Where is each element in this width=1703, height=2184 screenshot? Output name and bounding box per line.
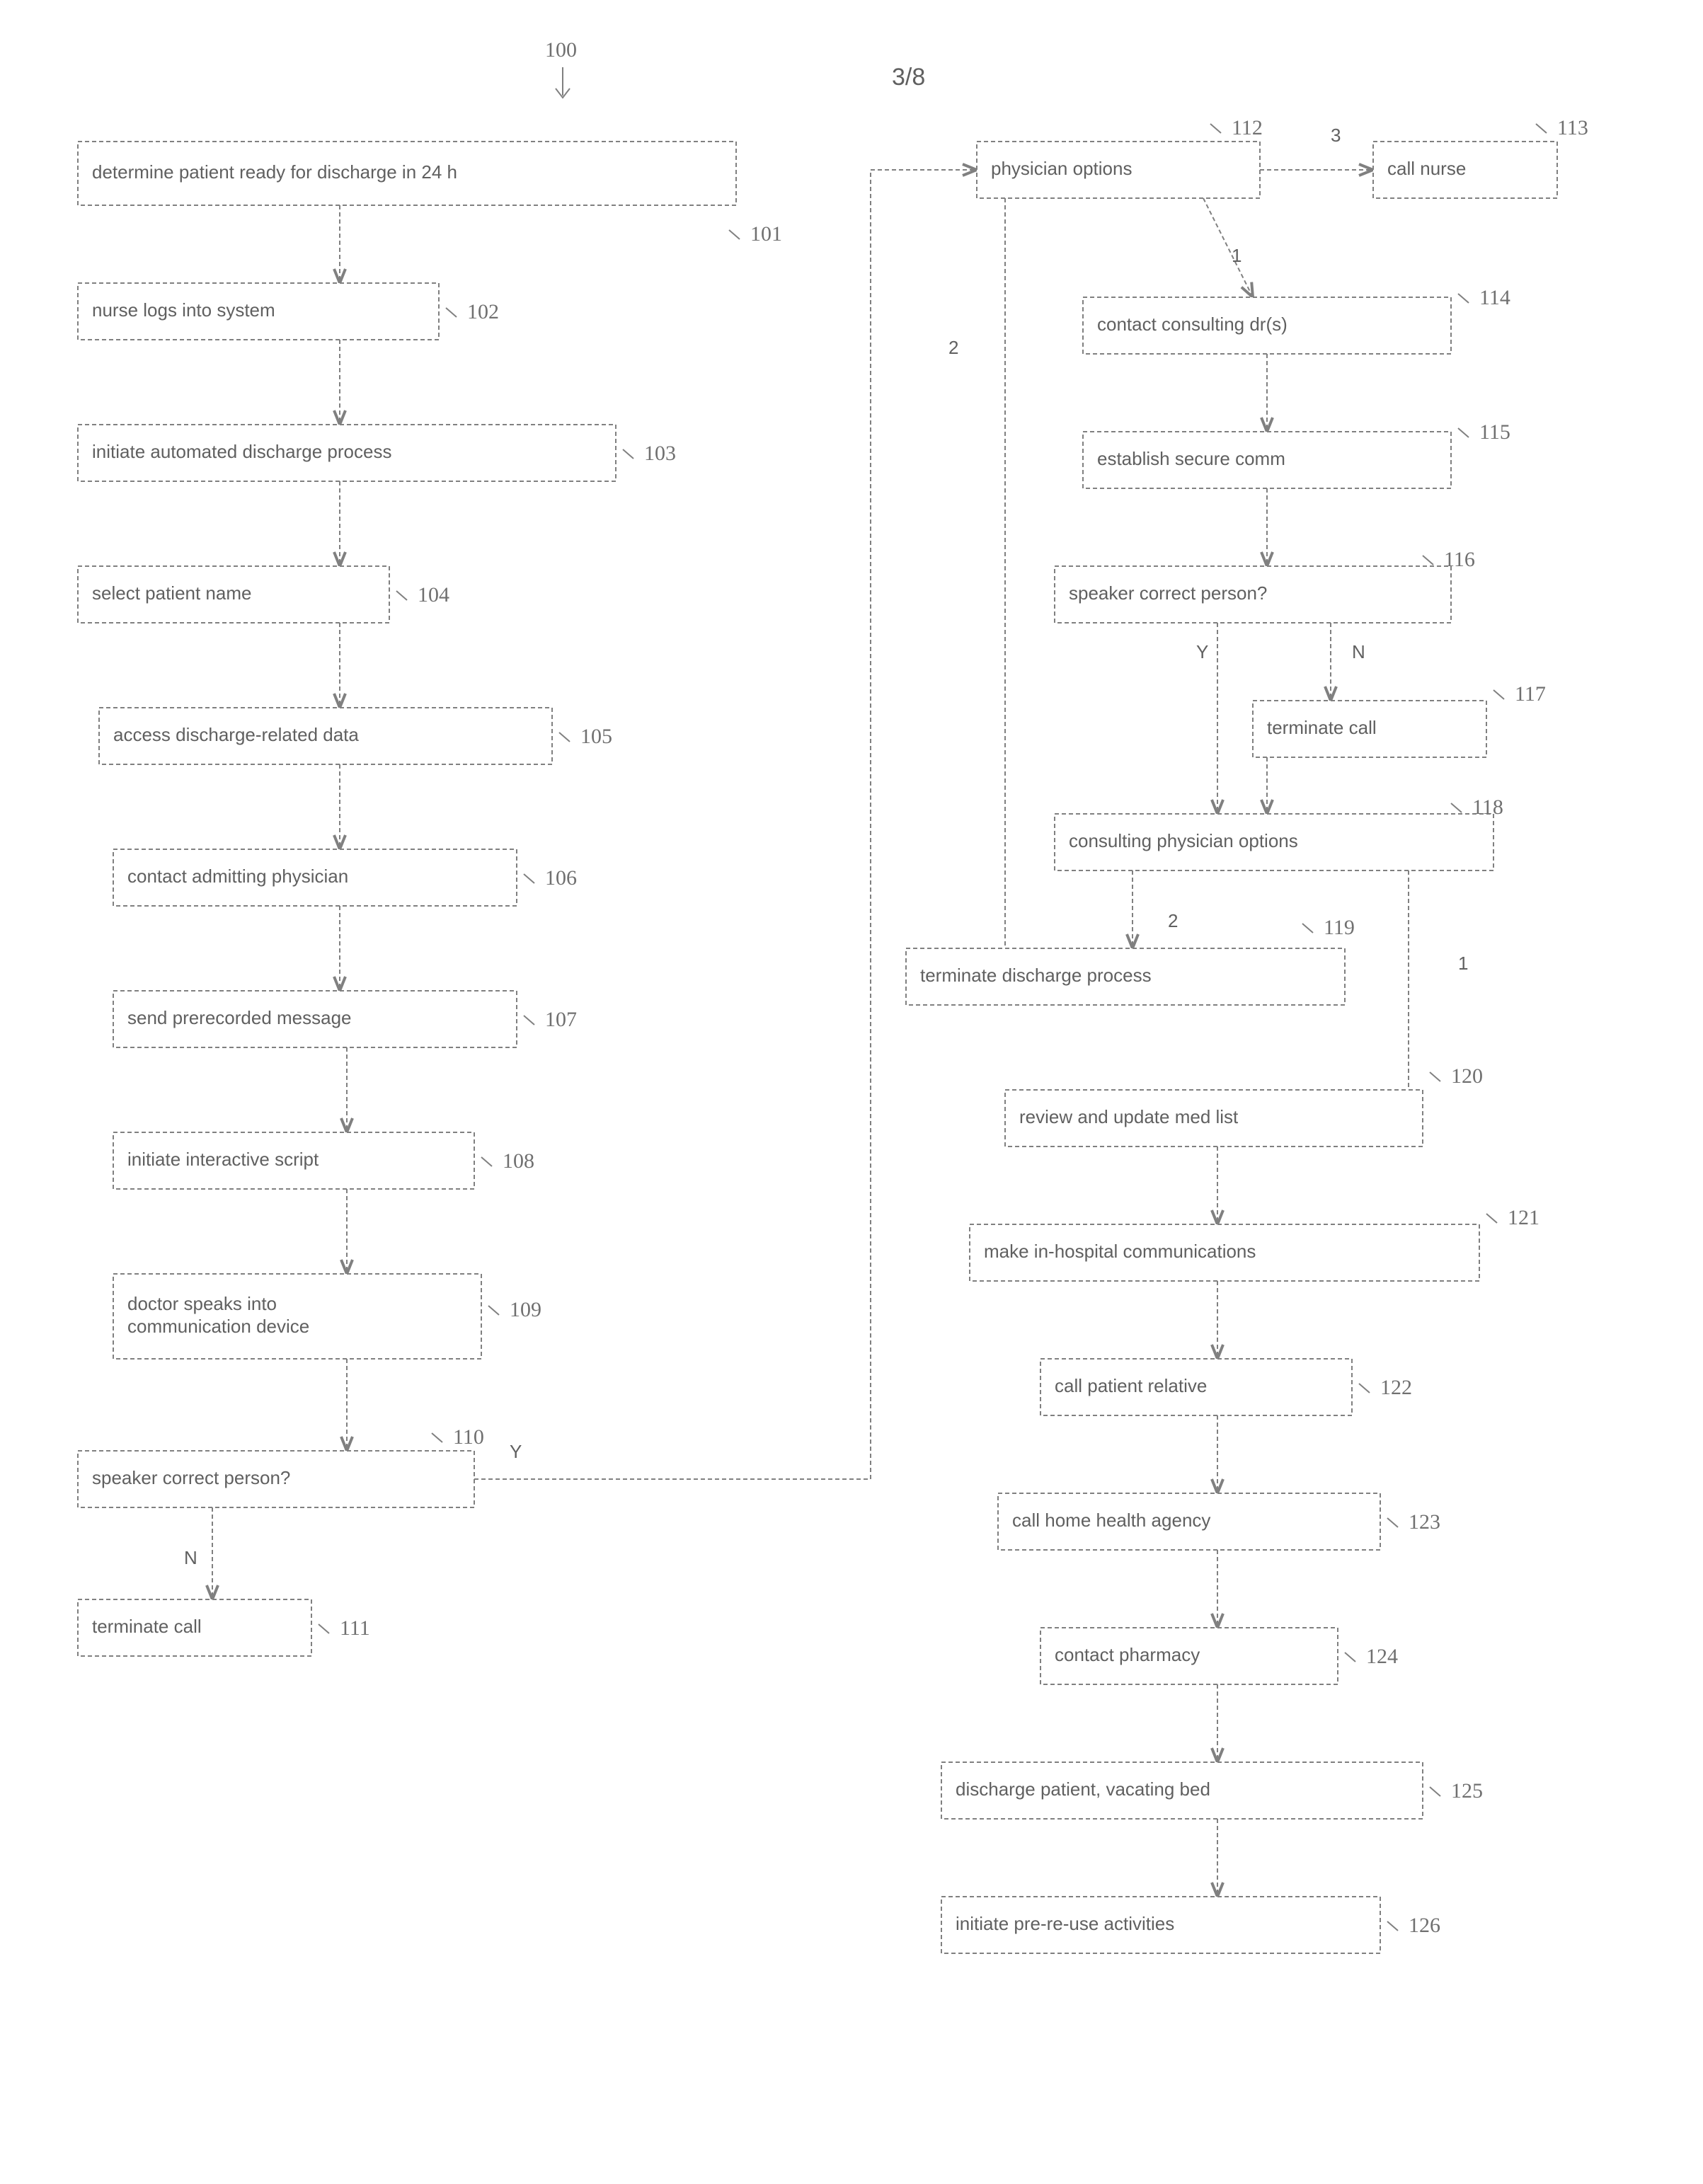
- ref-number: 124: [1366, 1645, 1398, 1668]
- flow-node-label: contact pharmacy: [1055, 1644, 1200, 1665]
- ref-number: 114: [1479, 286, 1510, 309]
- flow-node-label: speaker correct person?: [92, 1467, 290, 1488]
- ref-number: 110: [453, 1425, 484, 1449]
- flow-node-label: terminate call: [92, 1616, 202, 1637]
- ref-number: 101: [750, 222, 782, 246]
- ref-100: 100: [545, 38, 577, 62]
- ref-number: 123: [1409, 1510, 1440, 1534]
- ref-number: 109: [510, 1298, 541, 1321]
- edge-label: 2: [1168, 910, 1178, 931]
- flow-node-label: send prerecorded message: [127, 1007, 352, 1028]
- flow-node-label: doctor speaks into: [127, 1293, 277, 1314]
- edge-label: Y: [1196, 641, 1208, 662]
- flowchart-canvas: 3/8 100 N 3 1 N Y 2 Y 2 1 determine patient ready f…: [0, 0, 1703, 2184]
- edge-label: 3: [1331, 125, 1341, 146]
- flow-node-label: contact admitting physician: [127, 866, 348, 887]
- flow-node-label: speaker correct person?: [1069, 582, 1267, 604]
- flow-node-label: terminate discharge process: [920, 965, 1152, 986]
- flow-node-label: consulting physician options: [1069, 830, 1298, 851]
- ref-number: 126: [1409, 1914, 1440, 1937]
- flow-node-label: initiate interactive script: [127, 1149, 319, 1170]
- edge-label: N: [184, 1547, 197, 1568]
- flow-node-label: make in-hospital communications: [984, 1241, 1256, 1262]
- page-number: 3/8: [892, 64, 925, 91]
- flow-edge: [474, 170, 977, 1479]
- flow-node-label: call home health agency: [1012, 1510, 1210, 1531]
- flow-node-label: discharge patient, vacating bed: [956, 1778, 1210, 1800]
- ref-number: 125: [1451, 1779, 1483, 1803]
- flow-node-label: determine patient ready for discharge in…: [92, 161, 457, 183]
- ref-number: 113: [1557, 116, 1588, 139]
- flow-node-label: terminate call: [1267, 717, 1377, 738]
- ref-number: 107: [545, 1008, 577, 1031]
- ref-number: 119: [1324, 916, 1355, 939]
- flow-node-label: call patient relative: [1055, 1375, 1207, 1396]
- flow-edge: [1005, 198, 1062, 977]
- ref-number: 102: [467, 300, 499, 323]
- ref-number: 105: [580, 725, 612, 748]
- ref-number: 121: [1508, 1206, 1539, 1229]
- flow-edge: [1203, 198, 1253, 297]
- ref-number: 112: [1232, 116, 1263, 139]
- flow-node-label: review and update med list: [1019, 1106, 1239, 1127]
- edge-label: 1: [1232, 245, 1242, 266]
- ref-number: 106: [545, 866, 577, 890]
- flow-node-label: contact consulting dr(s): [1097, 314, 1288, 335]
- flow-node-label: nurse logs into system: [92, 299, 275, 321]
- edge-label: 2: [948, 337, 958, 358]
- ref-number: 120: [1451, 1064, 1483, 1088]
- flow-node-label: initiate pre-re-use activities: [956, 1913, 1174, 1934]
- edge-label: N: [1352, 641, 1365, 662]
- ref-number: 104: [418, 583, 449, 607]
- ref-number: 117: [1515, 682, 1546, 706]
- flow-node-label: initiate automated discharge process: [92, 441, 391, 462]
- flow-node-label: access discharge-related data: [113, 724, 359, 745]
- ref-number: 118: [1472, 795, 1503, 819]
- flow-node-label: physician options: [991, 158, 1132, 179]
- ref-number: 111: [340, 1616, 370, 1640]
- ref-number: 116: [1444, 548, 1475, 571]
- ref-number: 122: [1380, 1376, 1412, 1399]
- flow-node-label: select patient name: [92, 582, 251, 604]
- flow-node-label: communication device: [127, 1316, 309, 1337]
- flow-node-label: call nurse: [1387, 158, 1466, 179]
- edge-label: 1: [1458, 953, 1468, 974]
- ref-number: 108: [503, 1149, 534, 1173]
- flow-node-label: establish secure comm: [1097, 448, 1285, 469]
- ref-number: 115: [1479, 420, 1510, 444]
- ref-number: 103: [644, 442, 676, 465]
- edge-label: Y: [510, 1441, 522, 1462]
